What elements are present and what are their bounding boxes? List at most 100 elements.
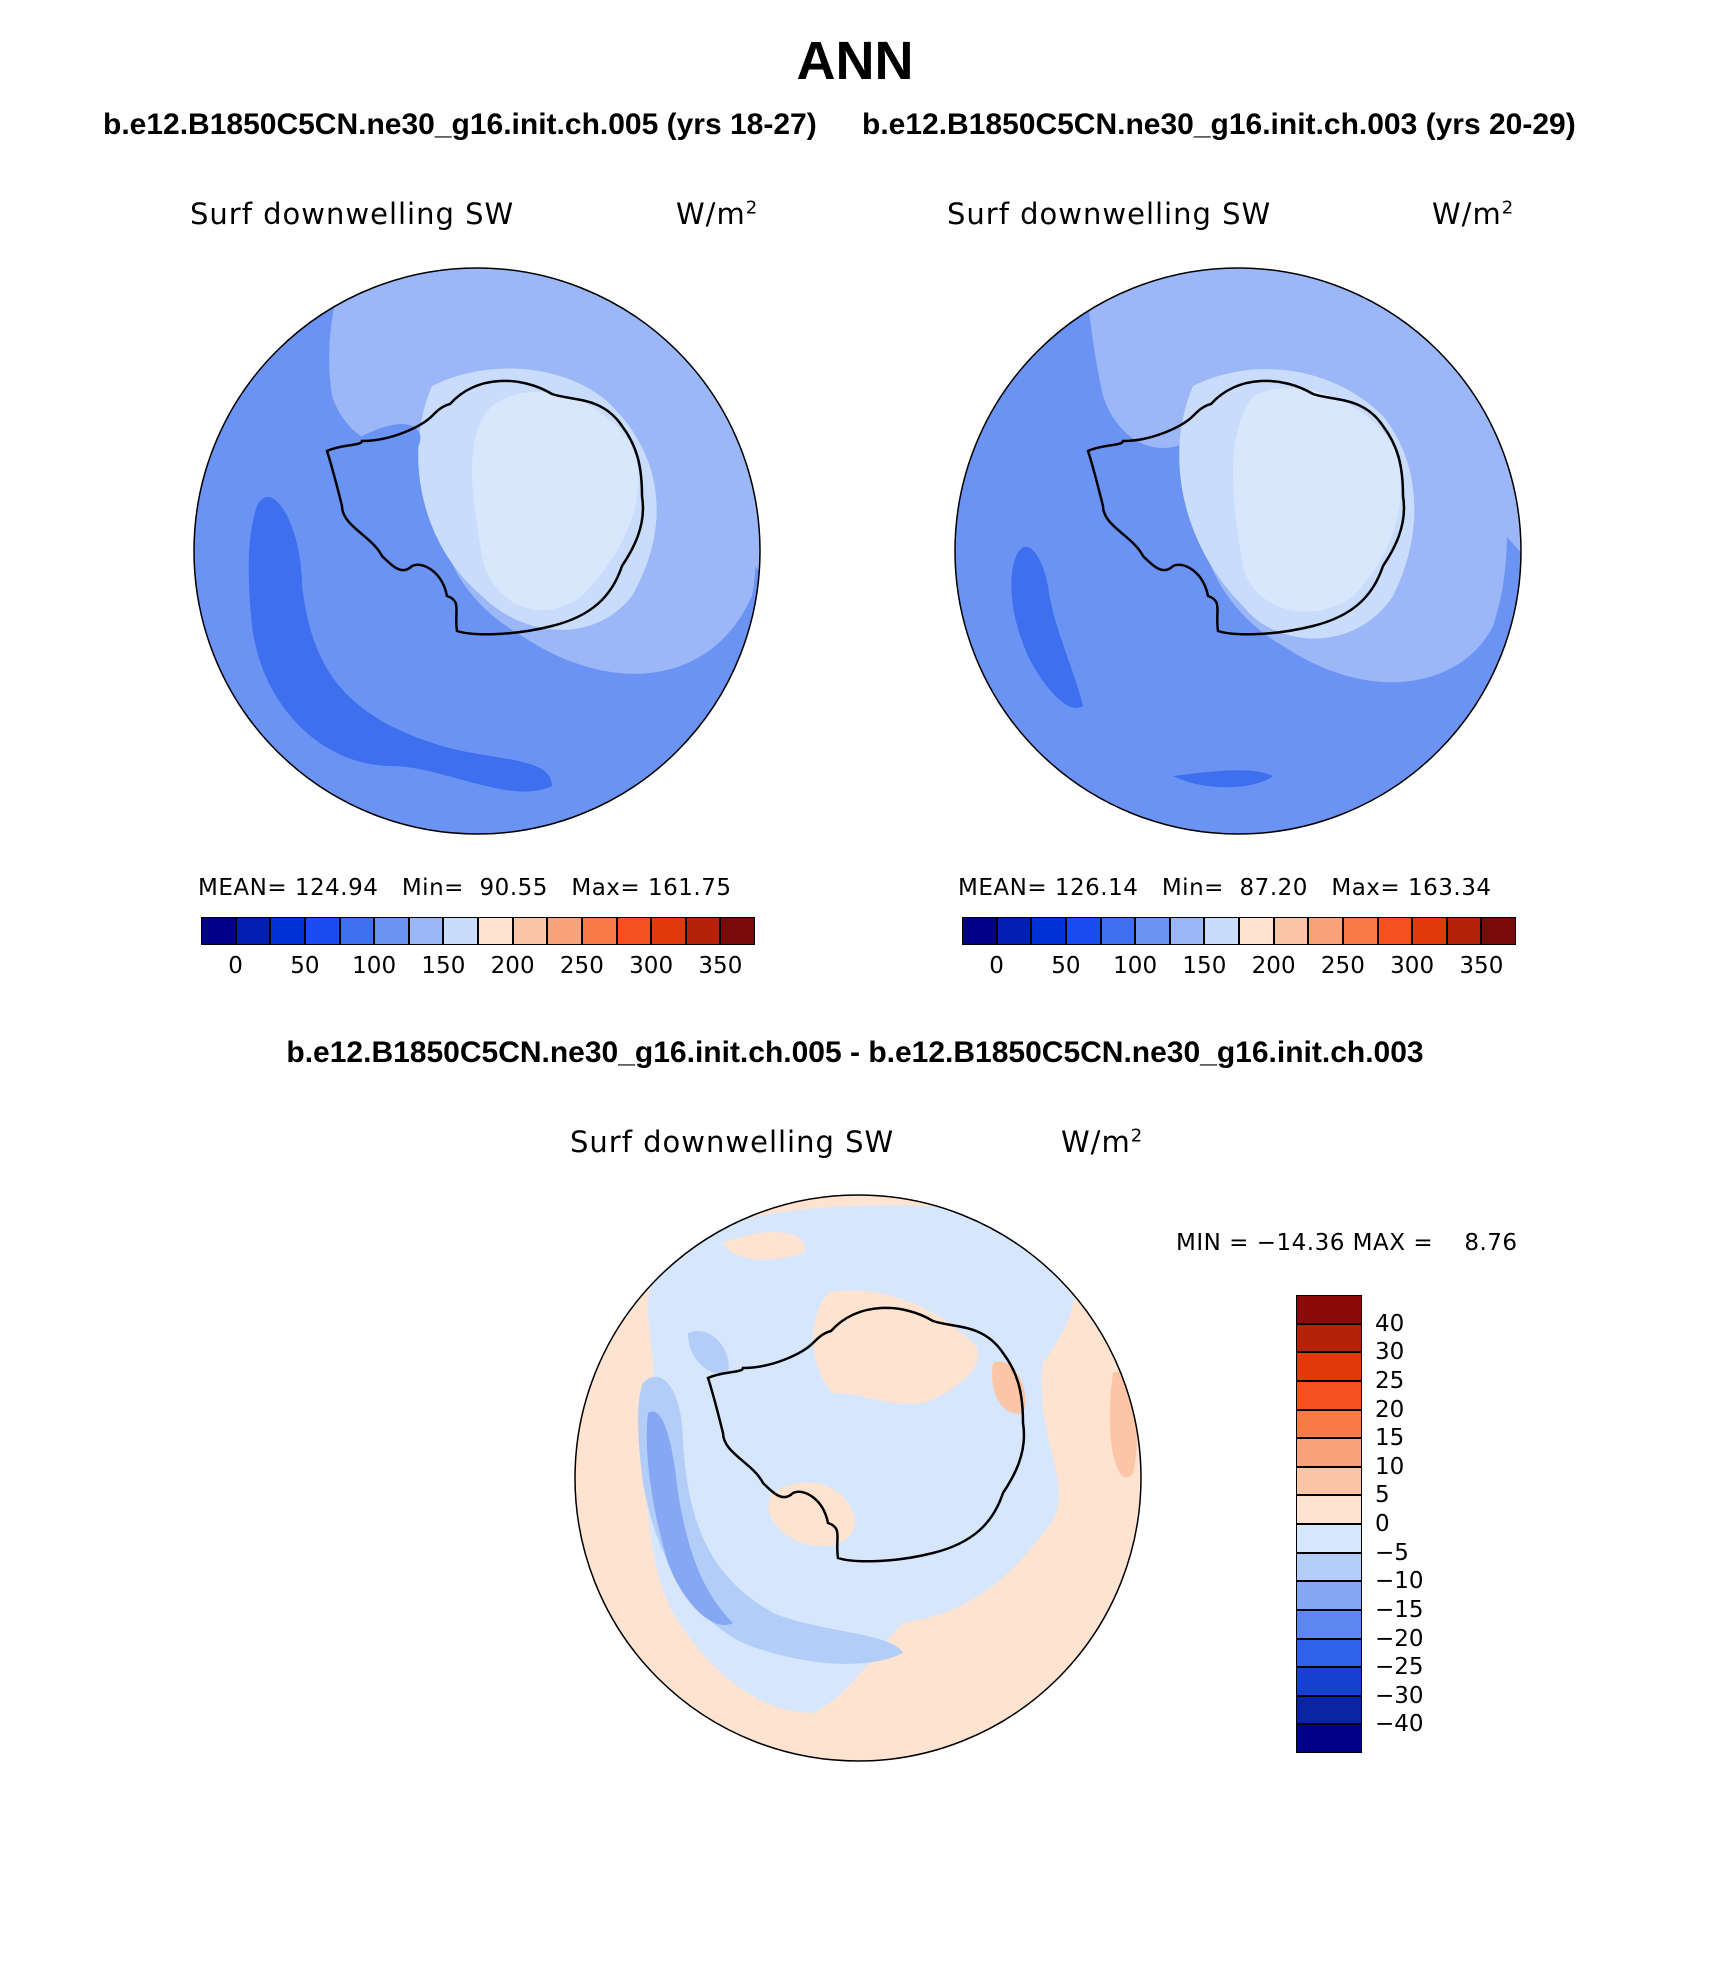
colorbar-left-swatch	[547, 917, 582, 945]
colorbar-left-tick-label: 300	[629, 953, 674, 979]
colorbar-right-swatch	[1446, 917, 1482, 945]
colorbar-diff-swatch	[1296, 1638, 1362, 1668]
colorbar-diff-tick-label: 40	[1375, 1310, 1405, 1337]
map-diff-region-pos5-land	[813, 1290, 979, 1405]
colorbar-right-tick-label: 350	[1459, 953, 1504, 979]
colorbar-right-ticks: 0 50 100 150 200 250 300 350	[962, 953, 1516, 981]
map-diff-region-pos5-3	[723, 1232, 805, 1260]
panel-right-stats: MEAN= 126.14 Min= 87.20 Max= 163.34	[958, 875, 1492, 901]
colorbar-left-tick-label: 250	[559, 953, 604, 979]
colorbar-right-swatch	[1342, 917, 1378, 945]
colorbar-diff-tick-label: −25	[1375, 1654, 1424, 1681]
diff-minmax: MIN = −14.36 MAX = 8.76	[1176, 1230, 1518, 1256]
colorbar-left-swatch	[512, 917, 548, 945]
colorbar-left-swatch	[374, 917, 409, 945]
colorbar-right-swatch	[1273, 917, 1309, 945]
map-right-region-low-2	[1173, 770, 1273, 788]
colorbar-diff-swatch	[1296, 1352, 1362, 1381]
panel-left-units: W/m2	[676, 197, 759, 231]
colorbar-diff-swatch	[1296, 1295, 1362, 1324]
map-left-region-lightest	[472, 391, 639, 611]
colorbar-left-swatch	[720, 917, 755, 945]
colorbar-diff-swatch	[1296, 1724, 1362, 1753]
colorbar-right-tick-label: 50	[1051, 953, 1081, 979]
colorbar-left-tick-label: 100	[352, 953, 397, 979]
colorbar-diff-tick-label: −30	[1375, 1682, 1424, 1709]
colorbar-diff-swatch	[1296, 1667, 1362, 1696]
diff-units: W/m2	[1061, 1125, 1144, 1159]
colorbar-left-swatch	[651, 917, 686, 945]
colorbar-left-tick-label: 50	[290, 953, 320, 979]
panel-left-stats: MEAN= 124.94 Min= 90.55 Max= 161.75	[198, 875, 732, 901]
colorbar-left-tick-label: 150	[421, 953, 466, 979]
colorbar-diff-swatch	[1296, 1323, 1362, 1353]
colorbar-right-swatch	[1031, 917, 1066, 945]
colorbar-diff-swatch	[1296, 1609, 1362, 1639]
colorbar-diff-tick-label: −5	[1375, 1539, 1409, 1566]
colorbar-right-swatch	[1065, 917, 1101, 945]
colorbar-left-ticks: 0 50 100 150 200 250 300 350	[201, 953, 755, 981]
colorbar-diff-tick-label: 15	[1375, 1425, 1405, 1452]
colorbar-diff-tick-label: −15	[1375, 1596, 1424, 1623]
map-right-region-low	[1011, 546, 1083, 708]
colorbar-right-swatch	[1481, 917, 1516, 945]
map-right-border	[954, 267, 1522, 835]
map-left	[193, 267, 761, 835]
map-left-region-mid-patch	[355, 424, 421, 467]
colorbar-left-swatch	[685, 917, 721, 945]
map-left-region-midlight	[329, 268, 760, 616]
colorbar-right-swatch	[1100, 917, 1136, 945]
colorbar-diff-tick-label: −40	[1375, 1711, 1424, 1738]
colorbar-left-swatch	[616, 917, 652, 945]
colorbar-left-swatch	[235, 917, 271, 945]
colorbar-right	[962, 917, 1516, 945]
map-right	[954, 267, 1522, 835]
colorbar-right-tick-label: 250	[1320, 953, 1365, 979]
map-diff-region-pos10	[992, 1361, 1026, 1414]
diff-variable: Surf downwelling SW	[570, 1125, 895, 1159]
colorbar-right-tick-label: 300	[1390, 953, 1435, 979]
map-diff-region-pos5-2	[768, 1482, 855, 1547]
colorbar-left-tick-label: 350	[698, 953, 743, 979]
diff-title: b.e12.B1850C5CN.ne30_g16.init.ch.005 - b…	[286, 1036, 1424, 1069]
colorbar-right-swatch	[1308, 917, 1343, 945]
colorbar-diff-swatch	[1296, 1495, 1362, 1524]
panel-left-variable: Surf downwelling SW	[190, 197, 515, 231]
colorbar-diff-swatch	[1296, 1409, 1362, 1439]
colorbar-diff-tick-label: 5	[1375, 1482, 1390, 1509]
colorbar-diff-swatch	[1296, 1380, 1362, 1410]
colorbar-right-swatch	[1412, 917, 1447, 945]
colorbar-diff-tick-label: −10	[1375, 1568, 1424, 1595]
map-diff-border	[574, 1194, 1142, 1762]
colorbar-right-swatch	[996, 917, 1032, 945]
map-diff-region-neg10-2	[688, 1331, 729, 1374]
map-right-region-lightest	[1233, 388, 1401, 612]
map-left-region-low	[248, 497, 552, 792]
colorbar-diff-swatch	[1296, 1466, 1362, 1496]
colorbar-right-swatch	[1204, 917, 1239, 945]
colorbar-left-swatch	[304, 917, 340, 945]
colorbar-diff-tick-label: 0	[1375, 1511, 1390, 1537]
colorbar-right-swatch	[1239, 917, 1274, 945]
colorbar-left-swatch	[443, 917, 478, 945]
map-diff-coastline	[706, 1306, 1026, 1563]
colorbar-right-swatch	[1377, 917, 1413, 945]
map-left-border	[193, 267, 761, 835]
page-title: ANN	[796, 31, 914, 91]
colorbar-diff-swatch	[1296, 1695, 1362, 1725]
colorbar-diff-tick-label: 30	[1375, 1339, 1405, 1366]
colorbar-diff-swatch	[1296, 1581, 1362, 1610]
colorbar-left-tick-label: 200	[490, 953, 535, 979]
colorbar-diff-ticks: 40 30 25 20 15 10 5 0 −5 −10 −15 −20 −25 −30 −40	[1375, 1295, 1455, 1753]
colorbar-diff-tick-label: 10	[1375, 1453, 1405, 1480]
colorbar-left-tick-label: 0	[228, 953, 243, 979]
colorbar-right-swatch	[1135, 917, 1170, 945]
colorbar-left-swatch	[408, 917, 444, 945]
panel-right-variable: Surf downwelling SW	[947, 197, 1272, 231]
colorbar-left	[201, 917, 755, 945]
map-diff	[574, 1194, 1142, 1762]
colorbar-diff-swatch	[1296, 1524, 1362, 1553]
colorbar-diff-swatch	[1296, 1552, 1362, 1582]
map-diff-region-neg15	[646, 1411, 733, 1625]
colorbar-left-swatch	[201, 917, 236, 945]
